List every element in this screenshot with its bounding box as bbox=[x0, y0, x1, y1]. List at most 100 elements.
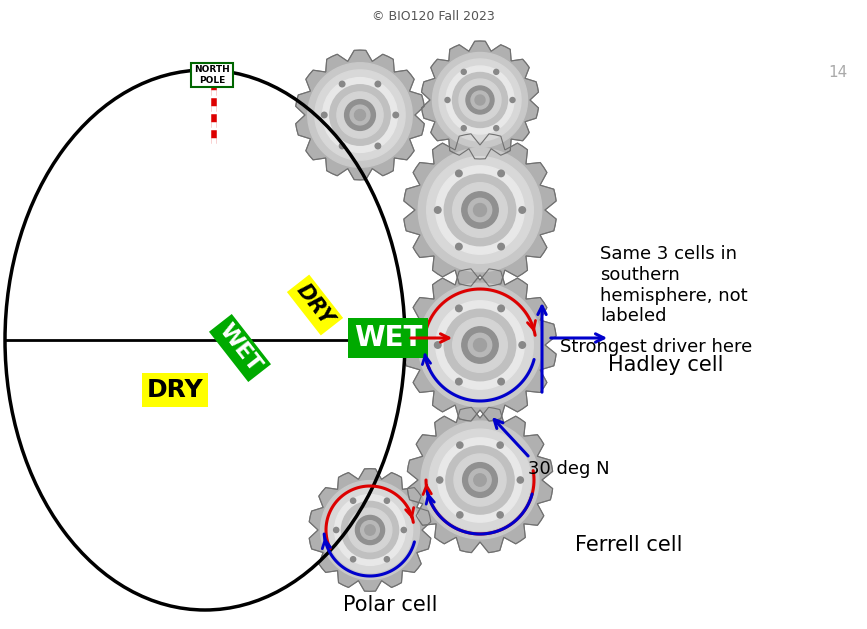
Circle shape bbox=[471, 91, 489, 109]
Circle shape bbox=[444, 309, 516, 381]
Circle shape bbox=[337, 92, 383, 138]
Circle shape bbox=[427, 292, 533, 398]
Circle shape bbox=[315, 70, 405, 160]
Circle shape bbox=[498, 378, 505, 385]
Circle shape bbox=[446, 446, 514, 514]
Circle shape bbox=[473, 204, 486, 216]
Circle shape bbox=[384, 498, 389, 503]
Circle shape bbox=[498, 170, 505, 177]
Circle shape bbox=[466, 86, 494, 114]
Text: Strongest driver here: Strongest driver here bbox=[560, 338, 753, 356]
Circle shape bbox=[339, 81, 345, 87]
Circle shape bbox=[456, 378, 462, 385]
Circle shape bbox=[519, 342, 525, 348]
Circle shape bbox=[462, 192, 499, 228]
Circle shape bbox=[321, 481, 420, 579]
Text: WET: WET bbox=[354, 324, 422, 352]
Circle shape bbox=[365, 525, 375, 535]
Circle shape bbox=[436, 301, 525, 389]
Polygon shape bbox=[310, 469, 431, 591]
Circle shape bbox=[453, 318, 507, 372]
Circle shape bbox=[322, 112, 327, 118]
Circle shape bbox=[350, 498, 355, 503]
Circle shape bbox=[473, 474, 486, 486]
Polygon shape bbox=[421, 41, 538, 159]
Text: Ferrell cell: Ferrell cell bbox=[575, 535, 682, 555]
Circle shape bbox=[308, 63, 412, 167]
Circle shape bbox=[328, 487, 413, 572]
Circle shape bbox=[355, 109, 366, 121]
Polygon shape bbox=[296, 50, 424, 180]
Circle shape bbox=[468, 333, 492, 357]
Circle shape bbox=[344, 99, 375, 130]
Circle shape bbox=[446, 66, 514, 134]
Circle shape bbox=[421, 421, 539, 539]
Circle shape bbox=[342, 501, 399, 559]
Circle shape bbox=[429, 429, 531, 531]
Circle shape bbox=[498, 305, 505, 311]
Circle shape bbox=[361, 521, 380, 539]
Polygon shape bbox=[404, 134, 556, 286]
Circle shape bbox=[475, 95, 485, 105]
Circle shape bbox=[461, 69, 466, 74]
Text: DRY: DRY bbox=[293, 281, 337, 330]
Circle shape bbox=[497, 512, 503, 518]
Text: DRY: DRY bbox=[147, 378, 204, 402]
Circle shape bbox=[456, 170, 462, 177]
Text: WET: WET bbox=[215, 320, 264, 376]
Polygon shape bbox=[404, 269, 556, 421]
Circle shape bbox=[375, 81, 381, 87]
Circle shape bbox=[427, 157, 533, 264]
Circle shape bbox=[334, 527, 339, 533]
Circle shape bbox=[393, 112, 399, 118]
Circle shape bbox=[418, 283, 542, 407]
Circle shape bbox=[453, 182, 507, 237]
Circle shape bbox=[468, 198, 492, 221]
Circle shape bbox=[436, 166, 525, 254]
Circle shape bbox=[456, 243, 462, 250]
Circle shape bbox=[445, 97, 450, 103]
Circle shape bbox=[456, 305, 462, 311]
Circle shape bbox=[433, 52, 527, 147]
Circle shape bbox=[497, 442, 503, 448]
Circle shape bbox=[473, 338, 486, 352]
Circle shape bbox=[439, 59, 521, 141]
Circle shape bbox=[518, 477, 524, 483]
Circle shape bbox=[453, 72, 507, 128]
Circle shape bbox=[461, 126, 466, 131]
Circle shape bbox=[444, 174, 516, 246]
Circle shape bbox=[462, 327, 499, 363]
Text: © BIO120 Fall 2023: © BIO120 Fall 2023 bbox=[372, 10, 494, 23]
Circle shape bbox=[350, 557, 355, 562]
Circle shape bbox=[384, 557, 389, 562]
Circle shape bbox=[339, 143, 345, 148]
Circle shape bbox=[454, 454, 506, 506]
Circle shape bbox=[510, 97, 515, 103]
Circle shape bbox=[463, 463, 498, 498]
Circle shape bbox=[493, 69, 499, 74]
Circle shape bbox=[418, 148, 542, 272]
Circle shape bbox=[457, 442, 463, 448]
Text: 30 deg N: 30 deg N bbox=[528, 460, 610, 478]
Circle shape bbox=[434, 342, 441, 348]
Circle shape bbox=[355, 515, 385, 545]
Circle shape bbox=[519, 207, 525, 213]
Circle shape bbox=[498, 243, 505, 250]
Circle shape bbox=[335, 494, 406, 565]
Text: Same 3 cells in
southern
hemisphere, not
labeled: Same 3 cells in southern hemisphere, not… bbox=[600, 245, 747, 325]
Circle shape bbox=[349, 508, 392, 552]
Text: 14: 14 bbox=[828, 65, 847, 80]
Text: Hadley cell: Hadley cell bbox=[608, 355, 723, 375]
Circle shape bbox=[401, 527, 407, 533]
Circle shape bbox=[329, 85, 390, 145]
Circle shape bbox=[438, 438, 522, 522]
Circle shape bbox=[457, 512, 463, 518]
Circle shape bbox=[323, 77, 397, 152]
Circle shape bbox=[469, 469, 492, 491]
Polygon shape bbox=[407, 408, 552, 553]
Circle shape bbox=[437, 477, 443, 483]
Circle shape bbox=[459, 79, 501, 121]
Circle shape bbox=[493, 126, 499, 131]
Circle shape bbox=[434, 207, 441, 213]
Circle shape bbox=[350, 105, 370, 125]
